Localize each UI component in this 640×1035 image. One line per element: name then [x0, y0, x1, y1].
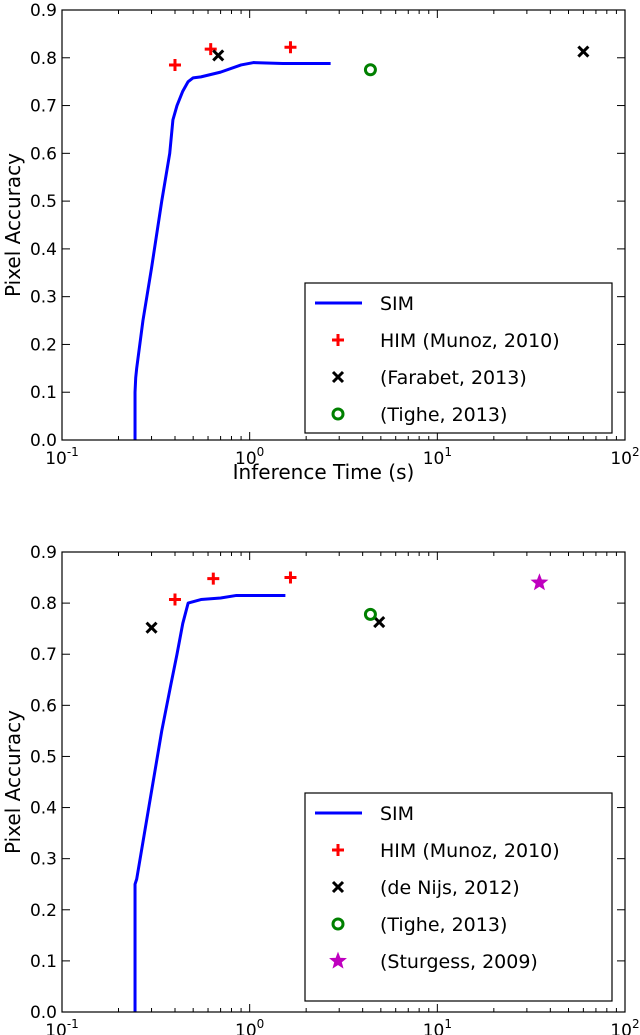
- x-tick-label: 102: [610, 445, 639, 469]
- legend-entry: (de Nijs, 2012): [331, 877, 520, 899]
- legend-entry: HIM (Munoz, 2010): [332, 330, 560, 352]
- x-tick-base: 10: [423, 449, 445, 469]
- legend-box: [304, 282, 613, 434]
- data-point-star: [530, 573, 549, 591]
- data-point-x: [577, 45, 590, 58]
- data-point-plus: [204, 43, 217, 56]
- y-tick-label: 0.1: [30, 952, 57, 972]
- legend-box: [304, 792, 613, 1002]
- series-line-sim: [133, 593, 286, 1012]
- legend-label: (Farabet, 2013): [380, 367, 527, 389]
- y-tick-label: 0.4: [30, 799, 57, 819]
- y-tick-label: 0.7: [30, 645, 57, 665]
- legend-entry: SIM: [315, 803, 414, 825]
- y-tick-label: 0.9: [30, 543, 57, 563]
- legend-label: SIM: [380, 293, 414, 315]
- data-point-circle: [363, 63, 377, 77]
- data-point-x: [212, 49, 225, 62]
- legend-label: (Tighe, 2013): [380, 404, 507, 426]
- x-tick-label: 102: [610, 1017, 639, 1035]
- data-point-plus: [284, 41, 297, 54]
- x-tick-exponent: 1: [444, 445, 452, 459]
- x-tick-exponent: -1: [67, 1017, 79, 1031]
- y-tick-label: 0.7: [30, 97, 57, 117]
- y-tick-label: 0.6: [30, 696, 57, 716]
- y-tick-label: 0.2: [30, 335, 57, 355]
- x-tick-label: 101: [423, 445, 452, 469]
- chart-panel-1: 10-1 100 101 1020.00.10.20.30.40.50.60.70.8…: [1, 1, 640, 484]
- y-tick-label: 0.9: [30, 1, 57, 21]
- x-tick-label: 10-1: [45, 445, 79, 469]
- x-tick-base: 10: [610, 449, 632, 469]
- legend-label: SIM: [380, 803, 414, 825]
- legend-label: HIM (Munoz, 2010): [380, 840, 560, 862]
- x-axis-title: Inference Time (s): [233, 1032, 415, 1035]
- x-tick-label: 101: [423, 1017, 452, 1035]
- x-tick-label: 100: [235, 445, 264, 469]
- y-tick-label: 0.0: [30, 1003, 57, 1023]
- legend-marker-x: [331, 880, 345, 894]
- x-tick-exponent: -1: [67, 445, 79, 459]
- x-tick-base: 10: [45, 449, 67, 469]
- legend-entry: (Tighe, 2013): [331, 914, 507, 936]
- legend-marker-plus: [332, 334, 344, 346]
- legend-entry: (Farabet, 2013): [331, 367, 527, 389]
- y-tick-label: 0.2: [30, 901, 57, 921]
- x-tick-base: 10: [235, 449, 257, 469]
- legend-marker-plus: [332, 844, 344, 856]
- legend-marker-x: [331, 370, 345, 384]
- legend-entry: (Tighe, 2013): [331, 404, 507, 426]
- legend-label: (de Nijs, 2012): [380, 877, 520, 899]
- x-axis-title: Inference Time (s): [233, 460, 415, 484]
- data-point-plus: [168, 58, 181, 71]
- legend-marker-circle: [331, 917, 345, 931]
- data-point-circle: [363, 607, 377, 621]
- x-tick-base: 10: [423, 1021, 445, 1035]
- y-axis-title: Pixel Accuracy: [1, 710, 25, 854]
- legend-entry: SIM: [315, 293, 414, 315]
- series-line-sim: [133, 61, 331, 440]
- data-point-plus: [284, 571, 297, 584]
- x-tick-base: 10: [45, 1021, 67, 1035]
- legend-entry: HIM (Munoz, 2010): [332, 840, 560, 862]
- legend-entry: (Sturgess, 2009): [329, 951, 538, 973]
- x-tick-exponent: 2: [632, 445, 640, 459]
- legend-marker-circle: [331, 407, 345, 421]
- y-tick-label: 0.5: [30, 747, 57, 767]
- x-tick-base: 10: [610, 1021, 632, 1035]
- y-tick-label: 0.5: [30, 192, 57, 212]
- legend-marker-star: [329, 951, 347, 969]
- y-tick-label: 0.8: [30, 49, 57, 69]
- legend-label: HIM (Munoz, 2010): [380, 330, 560, 352]
- legend: SIM HIM (Munoz, 2010) (de Nijs, 2012) (Tigh…: [304, 792, 613, 1002]
- x-tick-label: 100: [235, 1017, 264, 1035]
- x-tick-exponent: 2: [632, 1017, 640, 1031]
- y-tick-label: 0.8: [30, 594, 57, 614]
- y-tick-label: 0.3: [30, 288, 57, 308]
- data-point-plus: [207, 572, 220, 585]
- y-tick-label: 0.0: [30, 431, 57, 451]
- x-tick-label: 10-1: [45, 1017, 79, 1035]
- x-tick-base: 10: [235, 1021, 257, 1035]
- data-point-plus: [168, 593, 181, 606]
- legend-label: (Tighe, 2013): [380, 914, 507, 936]
- chart-panel-2: 10-1 100 101 1020.00.10.20.30.40.50.60.70.8…: [1, 543, 640, 1035]
- data-point-x: [373, 615, 386, 629]
- y-axis-title: Pixel Accuracy: [1, 153, 25, 297]
- y-tick-label: 0.1: [30, 383, 57, 403]
- plot-frame: [61, 551, 626, 1013]
- legend: SIM HIM (Munoz, 2010) (Farabet, 2013) (Tigh…: [304, 282, 613, 434]
- y-tick-label: 0.3: [30, 850, 57, 870]
- x-tick-exponent: 0: [257, 1017, 265, 1031]
- data-point-x: [145, 621, 158, 634]
- y-tick-label: 0.4: [30, 240, 57, 260]
- legend-label: (Sturgess, 2009): [380, 951, 538, 973]
- y-tick-label: 0.6: [30, 144, 57, 164]
- x-tick-exponent: 1: [444, 1017, 452, 1031]
- plot-frame: [61, 9, 626, 441]
- x-tick-exponent: 0: [257, 445, 265, 459]
